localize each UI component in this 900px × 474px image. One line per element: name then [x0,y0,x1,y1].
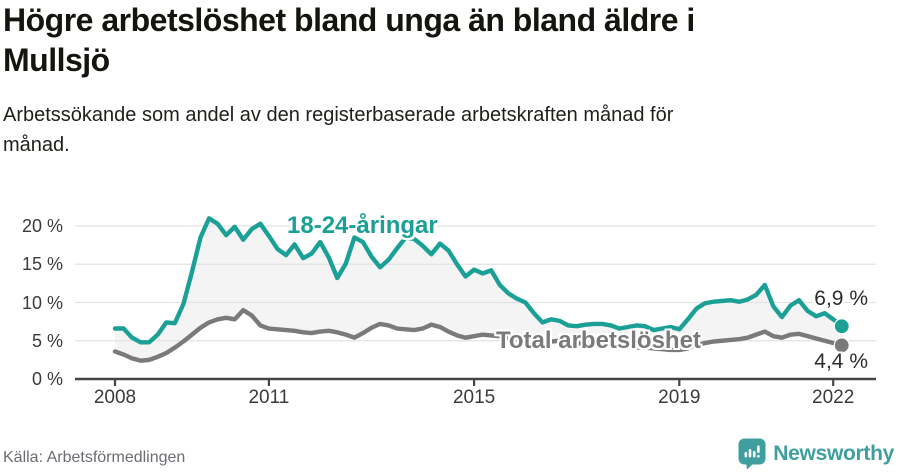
source-credit: Källa: Arbetsförmedlingen [3,449,186,466]
series-label-young: 18-24-åringar [287,212,438,239]
page-title-line-2: Mullsjö [3,42,110,78]
newsworthy-logo-text: Newsworthy [773,442,894,465]
y-tick-label: 20 % [21,216,63,236]
series-line-1 [112,307,844,363]
end-dot-1 [833,337,850,354]
x-tick-label: 2022 [812,387,855,408]
x-tick-label: 2019 [658,387,701,408]
newsworthy-logo[interactable]: Newsworthy [738,438,894,470]
plot-canvas [75,216,876,386]
y-tick-label: 15 % [21,254,63,275]
series-label-total: Total arbetslöshet [496,327,701,354]
end-dot-0 [833,318,850,335]
x-tick-label: 2015 [452,387,496,408]
chart-subtitle: Arbetssökande som andel av den registerb… [3,100,843,160]
y-tick-label: 10 % [21,292,63,313]
page-title-line-1: Högre arbetslöshet bland unga än bland ä… [3,2,695,38]
end-value-young: 6,9 % [814,287,868,310]
page-title: Högre arbetslöshet bland unga än bland ä… [3,0,893,80]
end-value-total: 4,4 % [814,350,868,373]
area-between-series [115,218,842,361]
x-tick-label: 2011 [248,387,290,408]
y-tick-label: 0 % [31,369,63,389]
y-tick-label: 5 % [31,330,63,351]
line-chart: 18-24-åringar Total arbetslöshet 6,9 % 4… [21,212,876,408]
series-line-0 [112,216,844,345]
chart-subtitle-line-2: månad. [3,134,70,156]
x-tick-label: 2008 [93,387,137,408]
chart-subtitle-line-1: Arbetssökande som andel av den registerb… [3,104,674,126]
newsworthy-logo-icon [738,438,766,470]
